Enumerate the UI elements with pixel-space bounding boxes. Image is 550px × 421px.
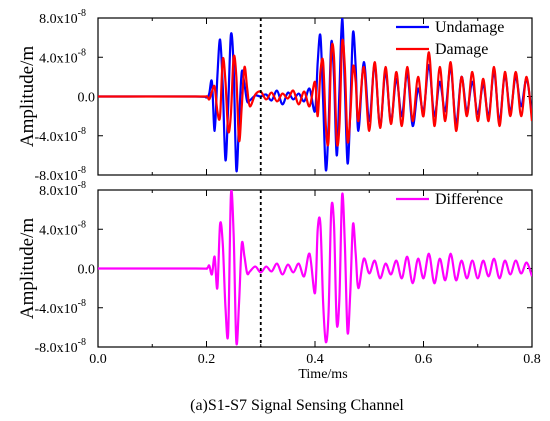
series-line-damage bbox=[98, 38, 532, 147]
legend-label-difference: Difference bbox=[435, 191, 503, 208]
y-tick-label: -8.0x10-8 bbox=[34, 165, 86, 184]
y-tick-label: 4.0x10-8 bbox=[39, 219, 86, 238]
y-tick-label: 0.0 bbox=[78, 263, 96, 278]
legend-label-undamage: Undamage bbox=[435, 19, 504, 36]
top-panel: 8.0x10-8 4.0x10-8 0.0 -4.0x10-8 -8.0x10-8 Amp… bbox=[17, 8, 533, 184]
x-tick-label: 0.0 bbox=[89, 352, 107, 367]
figure-caption: (a)S1-S7 Signal Sensing Channel bbox=[190, 397, 404, 414]
bottom-panel: 8.0x10-84.0x10-80.0-4.0x10-8-8.0x10-80.0… bbox=[17, 180, 541, 382]
x-tick-label: 0.4 bbox=[306, 352, 324, 367]
y-axis-title: Amplitude/m bbox=[17, 218, 38, 320]
x-tick-label: 0.2 bbox=[198, 352, 216, 367]
y-axis-title: Amplitude/m bbox=[17, 46, 38, 148]
y-tick-label: -8.0x10-8 bbox=[34, 337, 86, 356]
y-tick-label: -4.0x10-8 bbox=[34, 126, 86, 145]
y-tick-label: 8.0x10-8 bbox=[39, 8, 86, 27]
y-tick-label: 0.0 bbox=[78, 91, 96, 106]
y-tick-label: -4.0x10-8 bbox=[34, 298, 86, 317]
x-axis-title: Time/ms bbox=[298, 367, 347, 382]
legend-label-damage: Damage bbox=[435, 41, 488, 58]
y-tick-label: 4.0x10-8 bbox=[39, 47, 86, 66]
series-line-difference bbox=[98, 190, 532, 346]
y-tick-label: 8.0x10-8 bbox=[39, 180, 86, 199]
x-tick-label: 0.6 bbox=[415, 352, 433, 367]
x-tick-label: 0.8 bbox=[523, 352, 541, 367]
